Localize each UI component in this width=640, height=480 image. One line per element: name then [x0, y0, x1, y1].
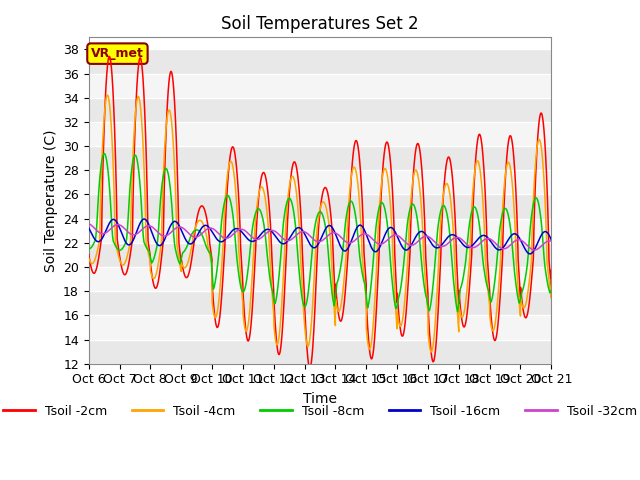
Bar — [89, 170, 551, 194]
Legend: Tsoil -2cm, Tsoil -4cm, Tsoil -8cm, Tsoil -16cm, Tsoil -32cm: Tsoil -2cm, Tsoil -4cm, Tsoil -8cm, Tsoi… — [0, 400, 640, 423]
Title: Soil Temperatures Set 2: Soil Temperatures Set 2 — [221, 15, 419, 33]
Bar — [89, 73, 551, 98]
Bar — [89, 267, 551, 291]
Bar — [89, 98, 551, 122]
Bar — [89, 291, 551, 315]
Bar — [89, 339, 551, 364]
Bar — [89, 49, 551, 73]
Text: VR_met: VR_met — [91, 47, 144, 60]
Bar — [89, 219, 551, 243]
Bar — [89, 146, 551, 170]
Bar — [89, 243, 551, 267]
Bar — [89, 122, 551, 146]
X-axis label: Time: Time — [303, 392, 337, 406]
Y-axis label: Soil Temperature (C): Soil Temperature (C) — [44, 129, 58, 272]
Bar — [89, 315, 551, 339]
Bar — [89, 194, 551, 219]
